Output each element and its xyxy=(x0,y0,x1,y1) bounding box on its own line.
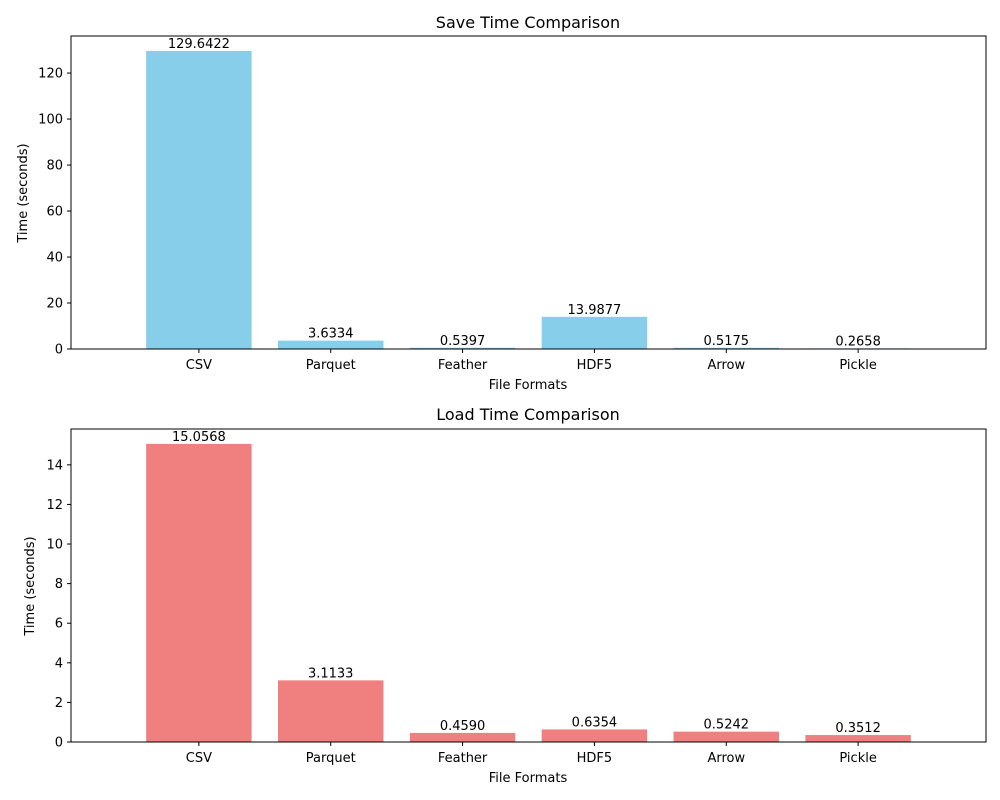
save-y-tick-label: 80 xyxy=(46,159,63,174)
save-x-tick-label: Pickle xyxy=(839,358,876,373)
load-data-label-pickle: 0.3512 xyxy=(835,721,881,736)
save-chart-xlabel: File Formats xyxy=(489,378,568,393)
save-data-label-pickle: 0.2658 xyxy=(835,334,881,349)
save-x-tick-label: Feather xyxy=(438,358,488,373)
load-y-tick-label: 2 xyxy=(55,696,63,711)
save-chart-title: Save Time Comparison xyxy=(436,13,620,32)
load-bar-hdf5 xyxy=(541,729,648,742)
save-time-chart: Save Time Comparison File Formats Time (… xyxy=(16,13,987,393)
save-x-tick-label: Arrow xyxy=(707,358,745,373)
save-y-tick-label: 120 xyxy=(38,67,63,82)
load-y-tick-label: 8 xyxy=(55,577,63,592)
load-bar-pickle xyxy=(805,735,911,742)
load-x-tick-label: Feather xyxy=(438,751,488,766)
load-data-label-feather: 0.4590 xyxy=(440,719,486,734)
save-x-tick-label: CSV xyxy=(186,358,212,373)
save-y-tick-label: 40 xyxy=(46,251,63,266)
save-y-tick-label: 60 xyxy=(46,205,63,220)
load-data-label-arrow: 0.5242 xyxy=(704,718,750,733)
save-chart-ylabel: Time (seconds) xyxy=(16,143,31,243)
save-data-label-arrow: 0.5175 xyxy=(704,334,750,349)
save-bar-arrow xyxy=(673,347,780,349)
load-y-tick-label: 12 xyxy=(46,498,63,513)
save-bar-hdf5 xyxy=(541,316,648,349)
load-bar-feather xyxy=(409,732,516,742)
save-data-label-parquet: 3.6334 xyxy=(308,327,354,342)
load-x-tick-label: Arrow xyxy=(707,751,745,766)
load-data-label-csv: 15.0568 xyxy=(172,430,226,445)
save-data-label-csv: 129.6422 xyxy=(168,37,230,52)
load-x-tick-label: Parquet xyxy=(306,751,356,766)
load-chart-xlabel: File Formats xyxy=(489,771,568,786)
load-y-tick-label: 6 xyxy=(55,617,63,632)
load-x-tick-label: HDF5 xyxy=(577,751,613,766)
load-y-tick-label: 0 xyxy=(55,736,63,751)
load-chart-title: Load Time Comparison xyxy=(436,405,620,424)
save-x-tick-label: HDF5 xyxy=(577,358,613,373)
save-y-tick-label: 100 xyxy=(38,113,63,128)
load-y-tick-label: 14 xyxy=(46,458,63,473)
load-bar-csv xyxy=(146,443,252,742)
save-y-tick-label: 0 xyxy=(55,343,63,358)
load-axes-frame xyxy=(70,428,987,743)
load-y-tick-label: 4 xyxy=(55,656,63,671)
save-data-label-hdf5: 13.9877 xyxy=(568,303,622,318)
load-bar-arrow xyxy=(673,731,780,742)
load-data-label-parquet: 3.1133 xyxy=(308,666,354,681)
load-time-chart: Load Time Comparison File Formats Time (… xyxy=(23,405,987,786)
load-chart-ylabel: Time (seconds) xyxy=(23,536,38,636)
load-x-tick-label: Pickle xyxy=(839,751,876,766)
load-bar-parquet xyxy=(277,680,384,742)
save-x-tick-label: Parquet xyxy=(306,358,356,373)
save-bar-feather xyxy=(409,347,516,349)
load-x-tick-label: CSV xyxy=(186,751,212,766)
save-bar-parquet xyxy=(277,340,384,349)
load-y-tick-label: 10 xyxy=(46,538,63,553)
load-data-label-hdf5: 0.6354 xyxy=(572,715,618,730)
save-data-label-feather: 0.5397 xyxy=(440,334,486,349)
save-y-tick-label: 20 xyxy=(46,297,63,312)
save-bar-csv xyxy=(146,50,252,349)
save-axes-frame xyxy=(70,35,987,350)
